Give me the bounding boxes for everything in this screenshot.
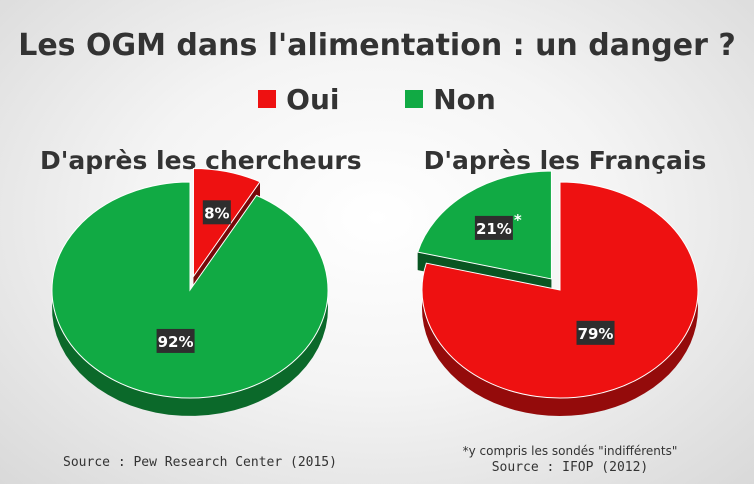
legend-label-oui: Oui — [286, 82, 340, 116]
legend-swatch-oui — [258, 90, 277, 108]
legend-item-non: Non — [405, 83, 496, 116]
pie-right-source: Source : IFOP (2012) — [491, 460, 649, 475]
pie-right-value-label-non: 21% — [476, 220, 512, 238]
pie-right-label-bg-oui — [576, 320, 615, 345]
chart-title: Les OGM dans l'alimentation : un danger … — [18, 28, 736, 63]
pie-left-label-bg-oui — [202, 200, 231, 225]
pie-left-label-bg-non — [156, 328, 195, 353]
legend-item-oui: Oui — [258, 83, 339, 116]
pie-right-value-label-oui: 79% — [578, 325, 614, 343]
pie-chart-francais: 79% 21% * — [417, 170, 699, 416]
pie-left-slice-non — [51, 181, 329, 399]
pie-right-value-marker-non: * — [514, 211, 522, 229]
pie-chart-chercheurs: 8% 92% — [51, 167, 329, 416]
pie-right-label-bg-non — [474, 215, 513, 240]
legend: Oui Non — [0, 82, 754, 116]
legend-label-non: Non — [433, 82, 496, 116]
pie-right-slice-oui — [421, 181, 699, 399]
pie-left-value-label-oui: 8% — [204, 204, 229, 222]
legend-swatch-non — [405, 90, 424, 108]
pie-left-value-label-non: 92% — [158, 333, 194, 351]
pie-right-subtitle: D'après les Français — [423, 146, 707, 175]
pie-left-source: Source : Pew Research Center (2015) — [63, 455, 337, 470]
pie-right-note: *y compris les sondés "indifférents" — [462, 444, 678, 458]
